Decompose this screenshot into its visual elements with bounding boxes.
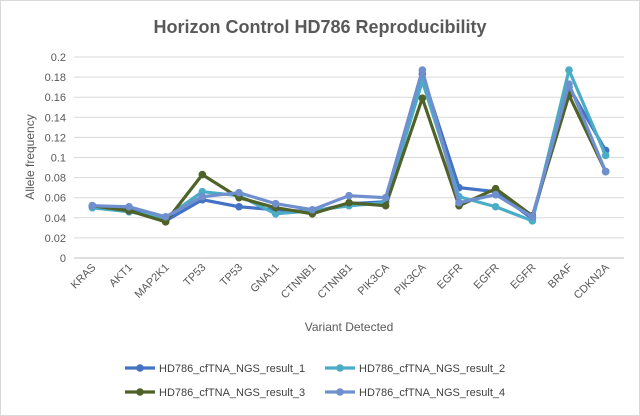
y-axis-ticks: 0 0.02 0.04 0.06 0.08 0.1 0.12 0.14 0.16 0.18 0.2 <box>45 52 66 265</box>
x-tick-label: CTNNB1 <box>279 262 319 302</box>
series-3 <box>88 91 610 226</box>
gridlines <box>74 56 624 259</box>
data-point <box>125 202 133 211</box>
data-point <box>491 184 500 193</box>
y-tick-label: 0.04 <box>45 213 66 225</box>
legend-label: HD786_cfTNA_NGS_result_4 <box>359 387 505 399</box>
data-point <box>198 170 207 179</box>
data-point <box>198 192 207 201</box>
y-tick-label: 0 <box>60 253 66 265</box>
legend-item: HD786_cfTNA_NGS_result_1 <box>125 363 305 375</box>
legend-item: HD786_cfTNA_NGS_result_4 <box>325 387 505 399</box>
data-point <box>345 198 353 207</box>
data-point <box>601 167 610 176</box>
legend-swatch-marker <box>136 388 144 396</box>
x-tick-label: EGFR <box>435 262 465 292</box>
legend-label: HD786_cfTNA_NGS_result_2 <box>359 363 505 375</box>
x-tick-label: TP53 <box>181 262 208 289</box>
x-tick-label: KRAS <box>69 262 99 292</box>
legend: HD786_cfTNA_NGS_result_1 HD786_cfTNA_NGS_… <box>125 363 505 399</box>
x-tick-label: EGFR <box>508 262 538 292</box>
x-tick-label: BRAF <box>546 261 575 290</box>
x-tick-label: AKT1 <box>107 262 135 290</box>
y-tick-label: 0.16 <box>45 92 66 104</box>
legend-item: HD786_cfTNA_NGS_result_2 <box>325 363 505 375</box>
x-tick-label: PIK3CA <box>356 261 393 298</box>
x-tick-label: MAP2K1 <box>133 262 172 301</box>
y-tick-label: 0.02 <box>45 233 66 245</box>
data-point <box>528 212 537 221</box>
data-point <box>271 199 280 208</box>
data-point <box>381 201 390 210</box>
x-tick-label: CDKN2A <box>572 261 613 302</box>
legend-swatch-marker <box>336 388 344 396</box>
legend-swatch-marker <box>136 364 144 372</box>
legend-label: HD786_cfTNA_NGS_result_1 <box>159 363 305 375</box>
data-point <box>418 66 427 74</box>
data-point <box>565 80 573 88</box>
data-point <box>271 209 280 218</box>
y-axis-title: Allele frequency <box>23 114 37 199</box>
data-point <box>235 188 243 197</box>
data-point <box>491 190 500 199</box>
x-axis-title: Variant Detected <box>305 320 394 334</box>
y-tick-label: 0.1 <box>51 153 66 165</box>
legend-item: HD786_cfTNA_NGS_result_3 <box>125 387 305 399</box>
y-tick-label: 0.14 <box>45 112 66 124</box>
legend-swatch-marker <box>336 364 344 372</box>
data-point <box>235 202 243 211</box>
series-4 <box>88 66 610 221</box>
data-point <box>418 94 427 103</box>
data-point <box>345 191 353 200</box>
data-point <box>455 198 463 207</box>
chart-title: Horizon Control HD786 Reproducibility <box>153 17 486 37</box>
data-point <box>381 193 390 202</box>
y-tick-label: 0.18 <box>45 72 66 84</box>
series-lines <box>88 66 610 226</box>
y-tick-label: 0.2 <box>51 52 66 64</box>
y-tick-label: 0.06 <box>45 193 66 205</box>
x-tick-label: TP53 <box>218 262 245 289</box>
legend-label: HD786_cfTNA_NGS_result_3 <box>159 387 305 399</box>
data-point <box>161 212 170 221</box>
x-tick-label: EGFR <box>472 262 502 292</box>
data-point <box>308 205 317 214</box>
y-tick-label: 0.12 <box>45 132 66 144</box>
x-tick-label: GNA11 <box>248 262 281 295</box>
data-point <box>88 201 97 210</box>
x-tick-label: CTNNB1 <box>316 262 356 302</box>
y-tick-label: 0.08 <box>45 173 66 185</box>
data-point <box>491 202 500 211</box>
data-point <box>601 151 610 160</box>
data-point <box>565 66 573 74</box>
x-tick-label: PIK3CA <box>392 261 429 298</box>
